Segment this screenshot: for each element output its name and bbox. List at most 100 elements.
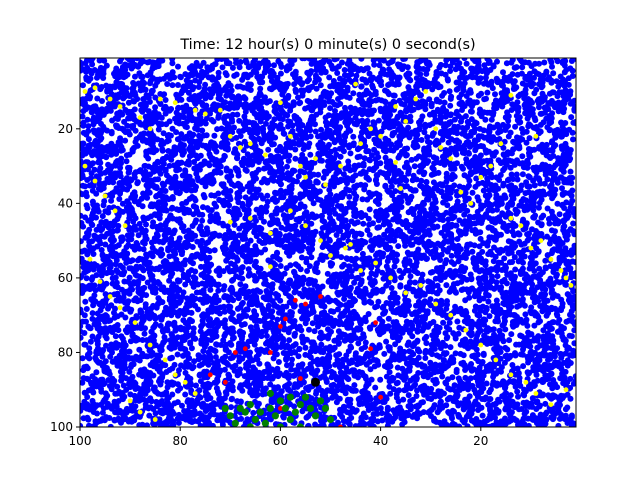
blue-point	[216, 310, 223, 317]
blue-point	[367, 366, 374, 373]
blue-point	[345, 222, 351, 229]
blue-point	[526, 135, 533, 142]
blue-point	[144, 279, 151, 286]
blue-point	[91, 166, 98, 173]
blue-point	[424, 138, 431, 145]
blue-point	[341, 67, 348, 73]
blue-point	[490, 63, 497, 70]
blue-point	[162, 188, 169, 194]
blue-point	[85, 416, 92, 423]
blue-point	[229, 286, 236, 293]
blue-point	[419, 271, 426, 278]
blue-point	[200, 132, 207, 139]
blue-point	[122, 137, 129, 144]
blue-point	[442, 62, 449, 69]
blue-point	[312, 128, 319, 135]
blue-point	[533, 86, 540, 93]
blue-point	[434, 223, 441, 230]
blue-point	[305, 144, 312, 150]
blue-point	[555, 155, 562, 162]
blue-point	[366, 231, 373, 238]
blue-point	[234, 83, 241, 90]
blue-point	[494, 58, 500, 65]
blue-point	[326, 74, 333, 81]
blue-point	[342, 133, 349, 140]
blue-point	[522, 225, 529, 232]
blue-point	[447, 344, 454, 351]
blue-point	[340, 171, 347, 178]
blue-point	[301, 276, 308, 283]
blue-point	[361, 299, 368, 306]
blue-point	[358, 83, 365, 90]
blue-point	[89, 310, 96, 317]
blue-point	[526, 230, 532, 237]
blue-point	[318, 126, 325, 133]
blue-point	[368, 152, 375, 159]
blue-point	[87, 338, 94, 345]
blue-point	[375, 298, 382, 305]
blue-point	[87, 149, 94, 156]
blue-point	[489, 152, 496, 159]
blue-point	[532, 260, 539, 267]
blue-point	[538, 222, 545, 229]
blue-point	[510, 220, 517, 227]
blue-point	[346, 200, 353, 207]
blue-point	[195, 84, 202, 90]
blue-point	[146, 189, 153, 196]
blue-point	[426, 111, 433, 118]
blue-point	[421, 169, 428, 176]
blue-point	[347, 127, 354, 134]
blue-point	[224, 223, 231, 230]
blue-point	[250, 409, 257, 416]
blue-point	[391, 263, 398, 270]
blue-point	[441, 90, 448, 96]
blue-point	[292, 86, 299, 93]
blue-point	[291, 372, 298, 379]
blue-point	[86, 422, 92, 427]
blue-point	[482, 262, 489, 269]
blue-point	[419, 363, 426, 370]
blue-point	[287, 107, 294, 114]
blue-point	[264, 198, 271, 205]
blue-point	[195, 126, 201, 133]
blue-point	[421, 129, 428, 136]
blue-point	[415, 354, 422, 361]
blue-point	[367, 325, 374, 332]
blue-point	[377, 376, 384, 383]
blue-point	[501, 359, 508, 366]
blue-point	[408, 156, 415, 163]
blue-point	[261, 218, 267, 225]
blue-point	[216, 272, 223, 279]
blue-point	[80, 190, 84, 197]
blue-point	[519, 80, 526, 87]
blue-point	[401, 312, 408, 319]
blue-point	[190, 84, 197, 91]
blue-point	[116, 196, 123, 202]
blue-point	[499, 322, 506, 329]
blue-point	[193, 382, 199, 389]
blue-point	[472, 303, 479, 310]
blue-point	[207, 286, 214, 293]
blue-point	[417, 223, 424, 230]
blue-point	[99, 213, 106, 220]
blue-point	[89, 333, 96, 340]
blue-point	[189, 293, 196, 300]
blue-point	[346, 193, 353, 200]
blue-point	[423, 179, 430, 186]
blue-point	[417, 71, 424, 78]
blue-point	[552, 171, 559, 177]
blue-point	[443, 324, 450, 331]
blue-point	[549, 333, 556, 340]
blue-point	[145, 265, 152, 272]
blue-point	[559, 60, 566, 67]
blue-point	[362, 77, 369, 83]
blue-point	[321, 413, 328, 420]
blue-point	[563, 318, 570, 325]
blue-point	[285, 157, 292, 164]
blue-point	[80, 150, 86, 157]
blue-point	[501, 255, 508, 262]
blue-point	[169, 82, 176, 89]
blue-point	[249, 171, 256, 177]
blue-point	[102, 241, 109, 248]
blue-point	[283, 265, 290, 272]
